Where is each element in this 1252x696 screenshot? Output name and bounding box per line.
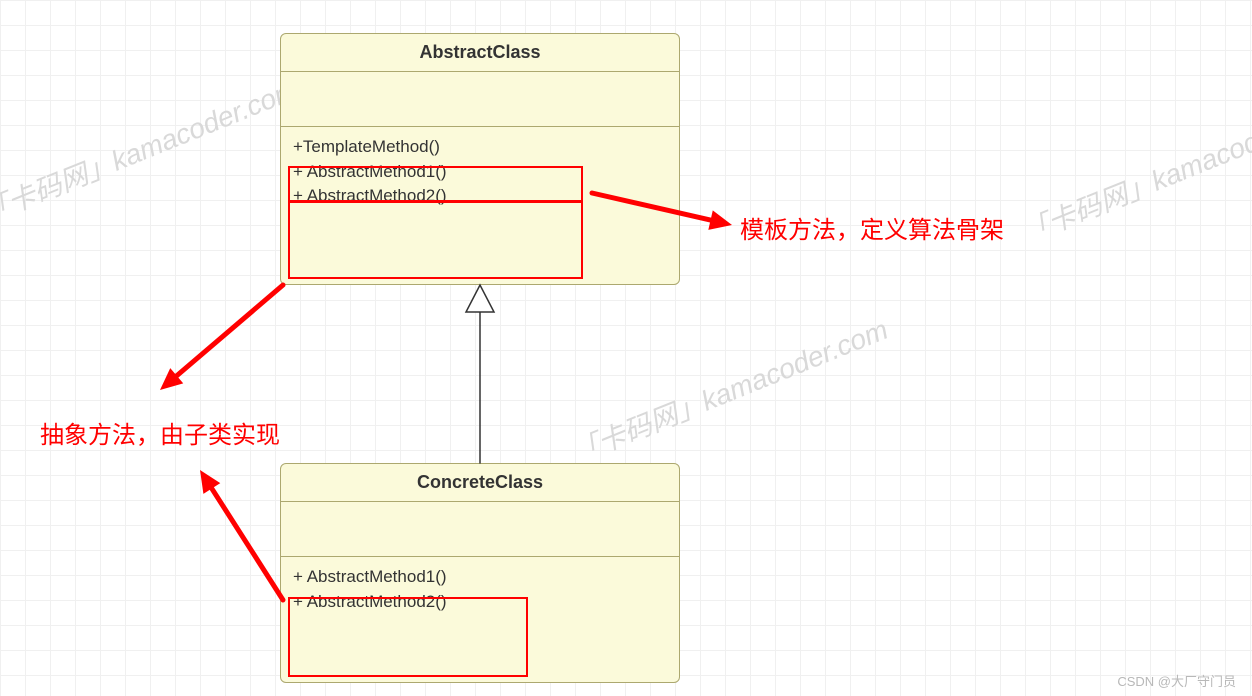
uml-class-concrete: ConcreteClass + AbstractMethod1() + Abst… <box>280 463 680 683</box>
uml-class-abstract-title: AbstractClass <box>281 34 679 72</box>
annotation-template: 模板方法，定义算法骨架 <box>740 210 1004 245</box>
uml-class-concrete-attrs <box>281 502 679 557</box>
method-concrete-2: + AbstractMethod2() <box>293 590 667 615</box>
method-concrete-1: + AbstractMethod1() <box>293 565 667 590</box>
credit-text: CSDN @大厂守门员 <box>1117 671 1236 690</box>
uml-class-abstract-methods: +TemplateMethod() + AbstractMethod1() + … <box>281 127 679 217</box>
uml-class-abstract: AbstractClass +TemplateMethod() + Abstra… <box>280 33 680 285</box>
uml-class-abstract-attrs <box>281 72 679 127</box>
method-abstract-2: + AbstractMethod2() <box>293 184 667 209</box>
uml-class-concrete-methods: + AbstractMethod1() + AbstractMethod2() <box>281 557 679 622</box>
method-abstract-1: + AbstractMethod1() <box>293 160 667 185</box>
annotation-abstract: 抽象方法，由子类实现 <box>40 415 280 450</box>
uml-class-concrete-title: ConcreteClass <box>281 464 679 502</box>
method-template: +TemplateMethod() <box>293 135 667 160</box>
